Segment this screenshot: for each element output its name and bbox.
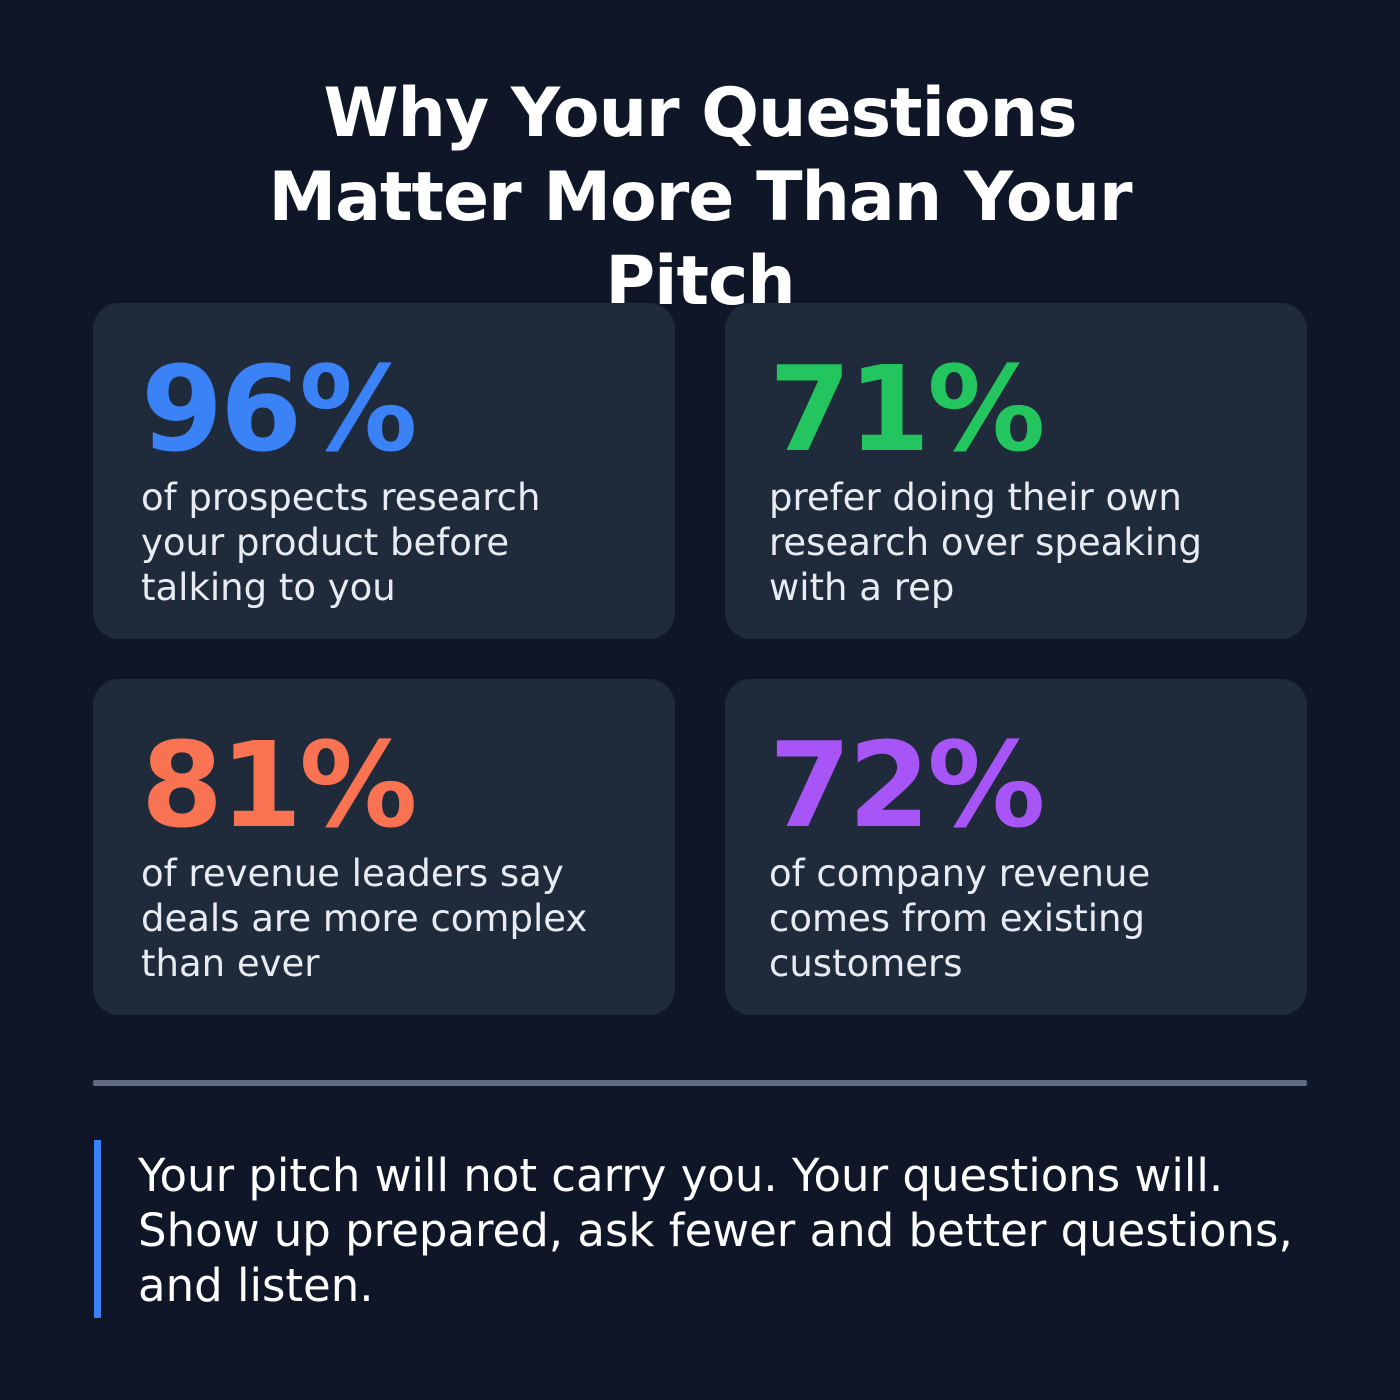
divider (93, 1080, 1307, 1086)
closing-quote: Your pitch will not carry you. Your ques… (138, 1149, 1293, 1312)
stat-card-72: 72% of company revenue comes from existi… (725, 679, 1307, 1015)
stat-value: 71% (769, 340, 1045, 478)
stat-card-81: 81% of revenue leaders say deals are mor… (93, 679, 675, 1015)
stat-card-71: 71% prefer doing their own research over… (725, 303, 1307, 639)
stat-value: 96% (141, 340, 417, 478)
stat-description: prefer doing their own research over spe… (769, 476, 1202, 609)
page-title: Why Your Questions Matter More Than Your… (268, 74, 1132, 321)
stat-value: 81% (141, 716, 417, 854)
stat-card-96: 96% of prospects research your product b… (93, 303, 675, 639)
stat-description: of revenue leaders say deals are more co… (141, 852, 588, 985)
stat-description: of company revenue comes from existing c… (769, 852, 1151, 985)
quote-accent-bar (94, 1140, 101, 1318)
stat-value: 72% (769, 716, 1045, 854)
stat-description: of prospects research your product befor… (141, 476, 541, 609)
